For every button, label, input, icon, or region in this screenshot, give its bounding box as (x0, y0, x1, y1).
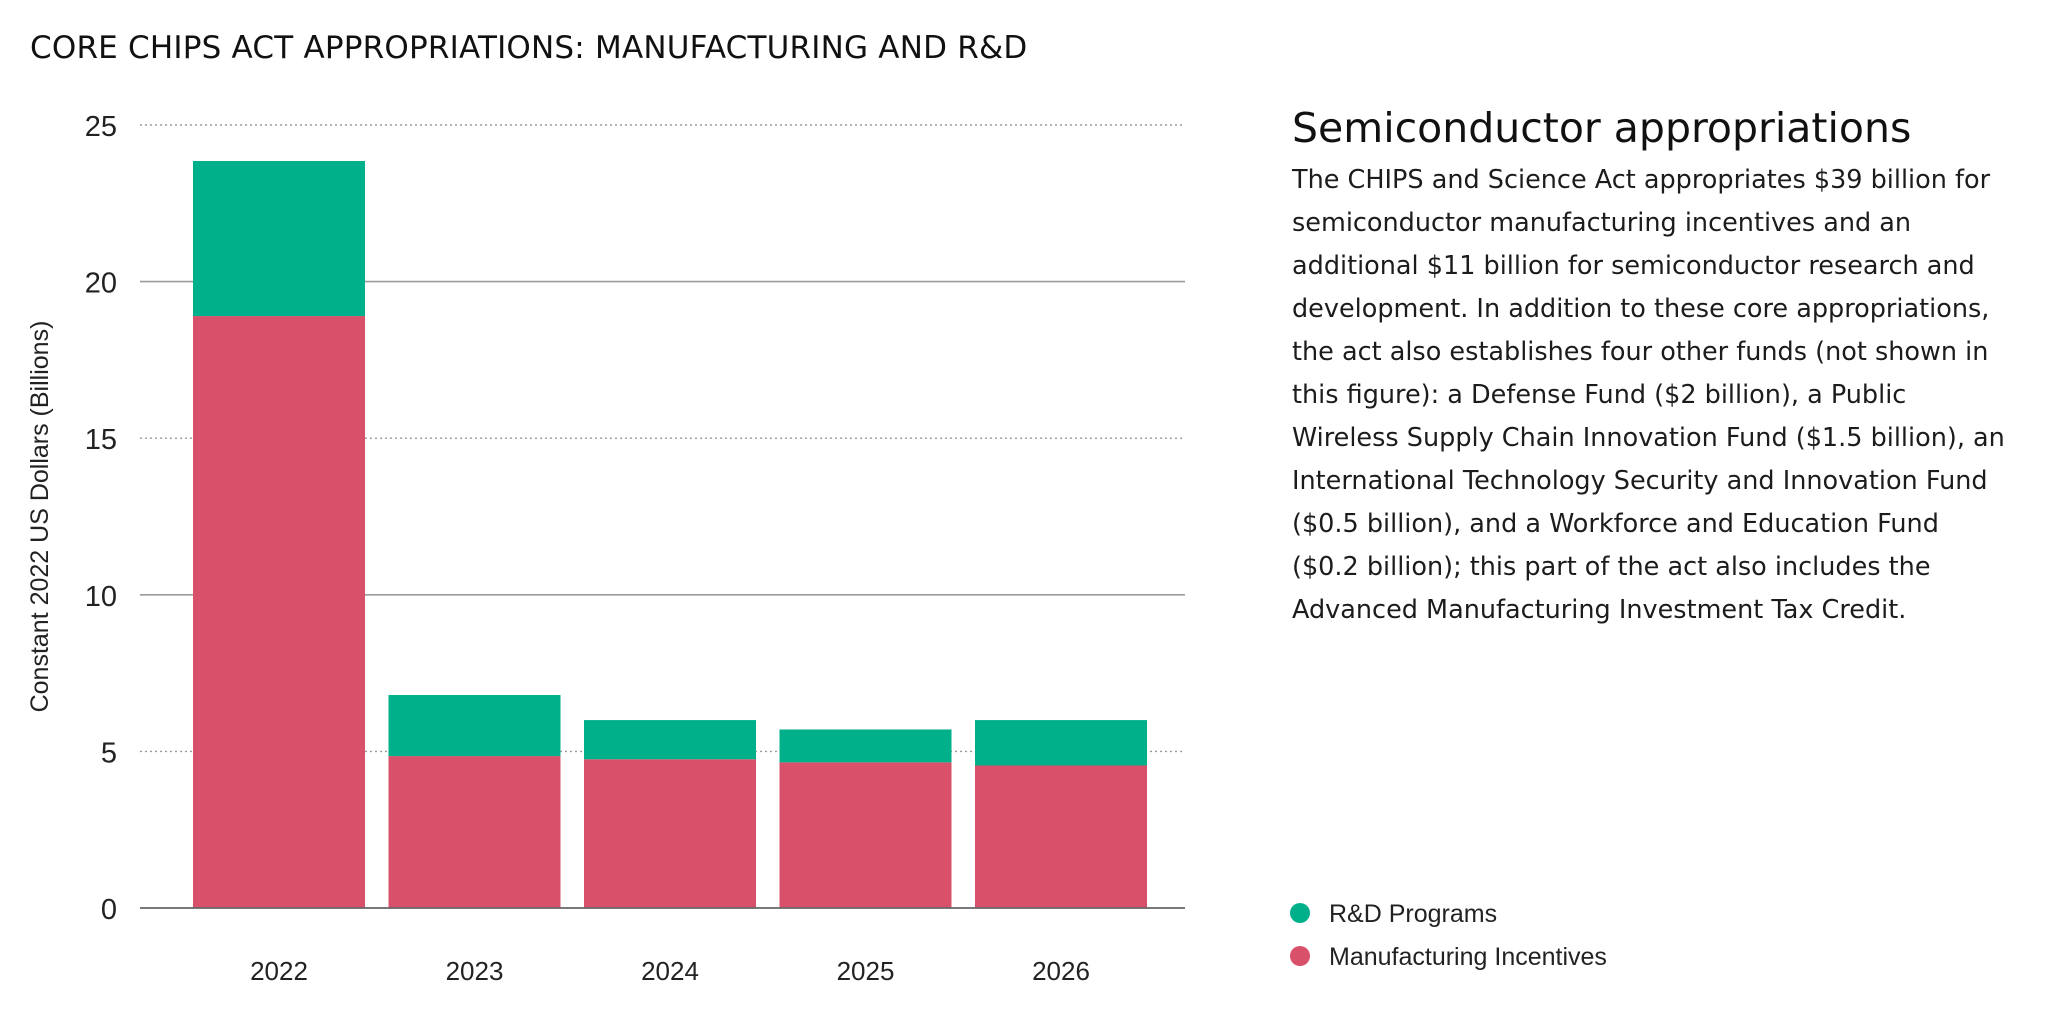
legend: R&D Programs Manufacturing Incentives (1290, 900, 1607, 971)
legend-label: Manufacturing Incentives (1329, 943, 1607, 971)
bar-manufacturing-2025 (779, 762, 952, 908)
y-axis-label: Constant 2022 US Dollars (Billions) (26, 321, 54, 713)
x-tick-label: 2024 (641, 956, 699, 986)
x-tick-label: 2025 (837, 956, 895, 986)
bar-manufacturing-2024 (584, 759, 756, 908)
x-tick-label: 2023 (446, 956, 504, 986)
y-tick-label: 10 (85, 581, 117, 613)
page-title: CORE CHIPS ACT APPROPRIATIONS: MANUFACTU… (30, 30, 1028, 66)
bar-manufacturing-2022 (193, 316, 365, 908)
x-tick-label: 2022 (250, 956, 308, 986)
legend-label: R&D Programs (1329, 900, 1497, 928)
y-tick-label: 20 (85, 268, 117, 300)
y-tick-label: 5 (101, 737, 117, 769)
y-tick-label: 15 (85, 424, 117, 456)
legend-swatch (1290, 903, 1310, 923)
bar-rd-2026 (975, 720, 1147, 766)
bar-rd-2024 (584, 720, 756, 760)
side-panel: Semiconductor appropriations The CHIPS a… (1292, 104, 2012, 632)
x-tick-label: 2026 (1032, 956, 1090, 986)
bar-rd-2023 (388, 695, 561, 757)
y-tick-label: 0 (101, 894, 117, 926)
side-heading: Semiconductor appropriations (1292, 104, 1912, 152)
side-body-text: The CHIPS and Science Act appropriates $… (1292, 165, 2005, 626)
bar-manufacturing-2026 (975, 765, 1147, 908)
y-tick-label: 25 (85, 111, 117, 143)
legend-swatch (1290, 946, 1310, 966)
bar-rd-2022 (193, 161, 365, 317)
bar-rd-2025 (779, 729, 952, 763)
bar-manufacturing-2023 (388, 756, 561, 908)
bars (193, 161, 1147, 908)
